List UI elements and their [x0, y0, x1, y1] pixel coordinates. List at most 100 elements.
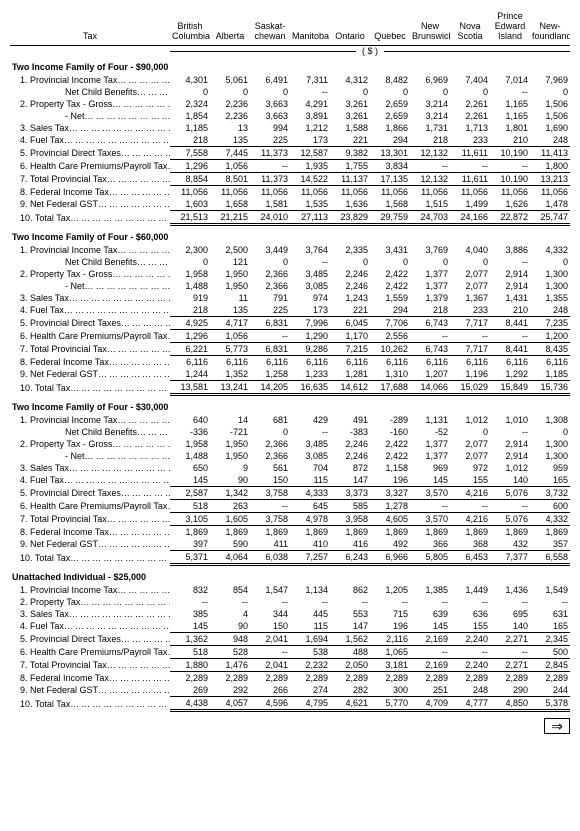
cell-value: 7,717	[450, 343, 490, 356]
cell-value: 6,831	[250, 343, 290, 356]
cell-value: 1,854	[170, 110, 210, 122]
cell-value: 2,422	[370, 268, 410, 280]
row-label-text: 4. Fuel Tax	[20, 475, 64, 485]
cell-value: --	[490, 596, 530, 608]
cell-value: 2,587	[170, 487, 210, 500]
cell-value: 11,611	[450, 173, 490, 186]
cell-value: 1,292	[490, 368, 530, 381]
cell-value: 2,261	[450, 98, 490, 110]
table-row: Net Child Benefits000--0000--0	[10, 86, 570, 98]
cell-value: 2,077	[450, 280, 490, 292]
cell-value: 1,385	[410, 584, 450, 596]
cell-value: 248	[530, 304, 570, 317]
cell-value: 2,240	[450, 633, 490, 646]
cell-value: 1,869	[330, 526, 370, 539]
cell-value: 11,373	[250, 147, 290, 160]
table-row: 7. Total Provincial Tax8,8548,50111,3731…	[10, 173, 570, 186]
cell-value: 4,850	[490, 697, 530, 711]
cell-value: 1,506	[530, 110, 570, 122]
table-row: 3. Sales Tax65095617048721,1589699721,01…	[10, 462, 570, 474]
section-title-text: Two Income Family of Four - $60,000	[10, 225, 570, 245]
cell-value: 1,131	[410, 414, 450, 426]
cell-value: --	[530, 596, 570, 608]
row-label-text: 6. Health Care Premiums/Payroll Tax	[20, 647, 167, 657]
cell-value: 2,289	[530, 672, 570, 685]
cell-value: 1,588	[330, 122, 370, 134]
table-row: 1. Provincial Income Tax2,3002,5003,4493…	[10, 244, 570, 256]
row-label: Net Child Benefits	[10, 86, 170, 98]
cell-value: 1,233	[290, 368, 330, 381]
cell-value: --	[490, 426, 530, 438]
cell-value: 135	[210, 304, 250, 317]
row-label-text: 3. Sales Tax	[20, 609, 69, 619]
cell-value: 1,012	[450, 414, 490, 426]
table-row: 7. Total Provincial Tax1,8801,4762,0412,…	[10, 659, 570, 672]
cell-value: 11,056	[410, 186, 450, 199]
row-label-text: 2. Property Tax - Gross	[20, 99, 112, 109]
cell-value: 553	[330, 608, 370, 620]
cell-value: 9,382	[330, 147, 370, 160]
cell-value: 1,296	[170, 330, 210, 343]
table-row: 4. Fuel Tax14590150115147196145155140165	[10, 474, 570, 487]
header-nl: New-foundland	[530, 10, 570, 46]
cell-value: 3,958	[330, 513, 370, 526]
cell-value: 7,445	[210, 147, 250, 160]
cell-value: --	[410, 160, 450, 173]
cell-value: 1,170	[330, 330, 370, 343]
cell-value: 0	[370, 256, 410, 268]
cell-value: 6,743	[410, 317, 450, 330]
cell-value: 2,422	[370, 280, 410, 292]
cell-value: 300	[370, 684, 410, 697]
cell-value: 135	[210, 134, 250, 147]
cell-value: --	[490, 646, 530, 659]
table-row: 6. Health Care Premiums/Payroll Tax1,296…	[10, 330, 570, 343]
cell-value: 7,969	[530, 74, 570, 86]
cell-value: 173	[290, 134, 330, 147]
row-label: 9. Net Federal GST	[10, 198, 170, 211]
cell-value: 6,966	[370, 551, 410, 565]
row-label-text: 1. Provincial Income Tax	[20, 245, 117, 255]
cell-value: 7,215	[330, 343, 370, 356]
table-row: 10. Total Tax21,51321,21524,01027,11323,…	[10, 211, 570, 225]
cell-value: 1,258	[250, 368, 290, 381]
header-ab: Alberta	[210, 10, 250, 46]
row-label: 3. Sales Tax	[10, 608, 170, 620]
cell-value: 3,663	[250, 98, 290, 110]
cell-value: 6,243	[330, 551, 370, 565]
cell-value: 1,165	[490, 98, 530, 110]
cell-value: 4,291	[290, 98, 330, 110]
row-label-text: 10. Total Tax	[20, 699, 70, 709]
section-title: Two Income Family of Four - $60,000	[10, 225, 570, 245]
cell-value: 2,246	[330, 438, 370, 450]
next-page-arrow[interactable]: ⇒	[544, 718, 570, 734]
cell-value: 492	[370, 538, 410, 551]
row-label: 5. Provincial Direct Taxes	[10, 487, 170, 500]
cell-value: 1,694	[290, 633, 330, 646]
cell-value: 294	[370, 134, 410, 147]
cell-value: 3,431	[370, 244, 410, 256]
cell-value: 3,085	[290, 280, 330, 292]
cell-value: 2,300	[170, 244, 210, 256]
cell-value: 1,377	[410, 450, 450, 462]
cell-value: 7,311	[290, 74, 330, 86]
cell-value: 2,289	[450, 672, 490, 685]
row-label-text: 9. Net Federal GST	[20, 539, 98, 549]
cell-value: 244	[530, 684, 570, 697]
row-label-text: 8. Federal Income Tax	[20, 673, 109, 683]
cell-value: 1,300	[530, 450, 570, 462]
cell-value: 4,717	[210, 317, 250, 330]
cell-value: 366	[410, 538, 450, 551]
cell-value: 2,116	[370, 633, 410, 646]
row-label-text: 7. Total Provincial Tax	[20, 514, 107, 524]
cell-value: 948	[210, 633, 250, 646]
cell-value: 2,077	[450, 450, 490, 462]
cell-value: 7,717	[450, 317, 490, 330]
cell-value: 1,626	[490, 198, 530, 211]
cell-value: 2,335	[330, 244, 370, 256]
cell-value: 1,731	[410, 122, 450, 134]
cell-value: 1,950	[210, 450, 250, 462]
cell-value: 3,834	[370, 160, 410, 173]
cell-value: 155	[450, 474, 490, 487]
row-label: 2. Property Tax - Gross	[10, 438, 170, 450]
cell-value: 1,449	[450, 584, 490, 596]
